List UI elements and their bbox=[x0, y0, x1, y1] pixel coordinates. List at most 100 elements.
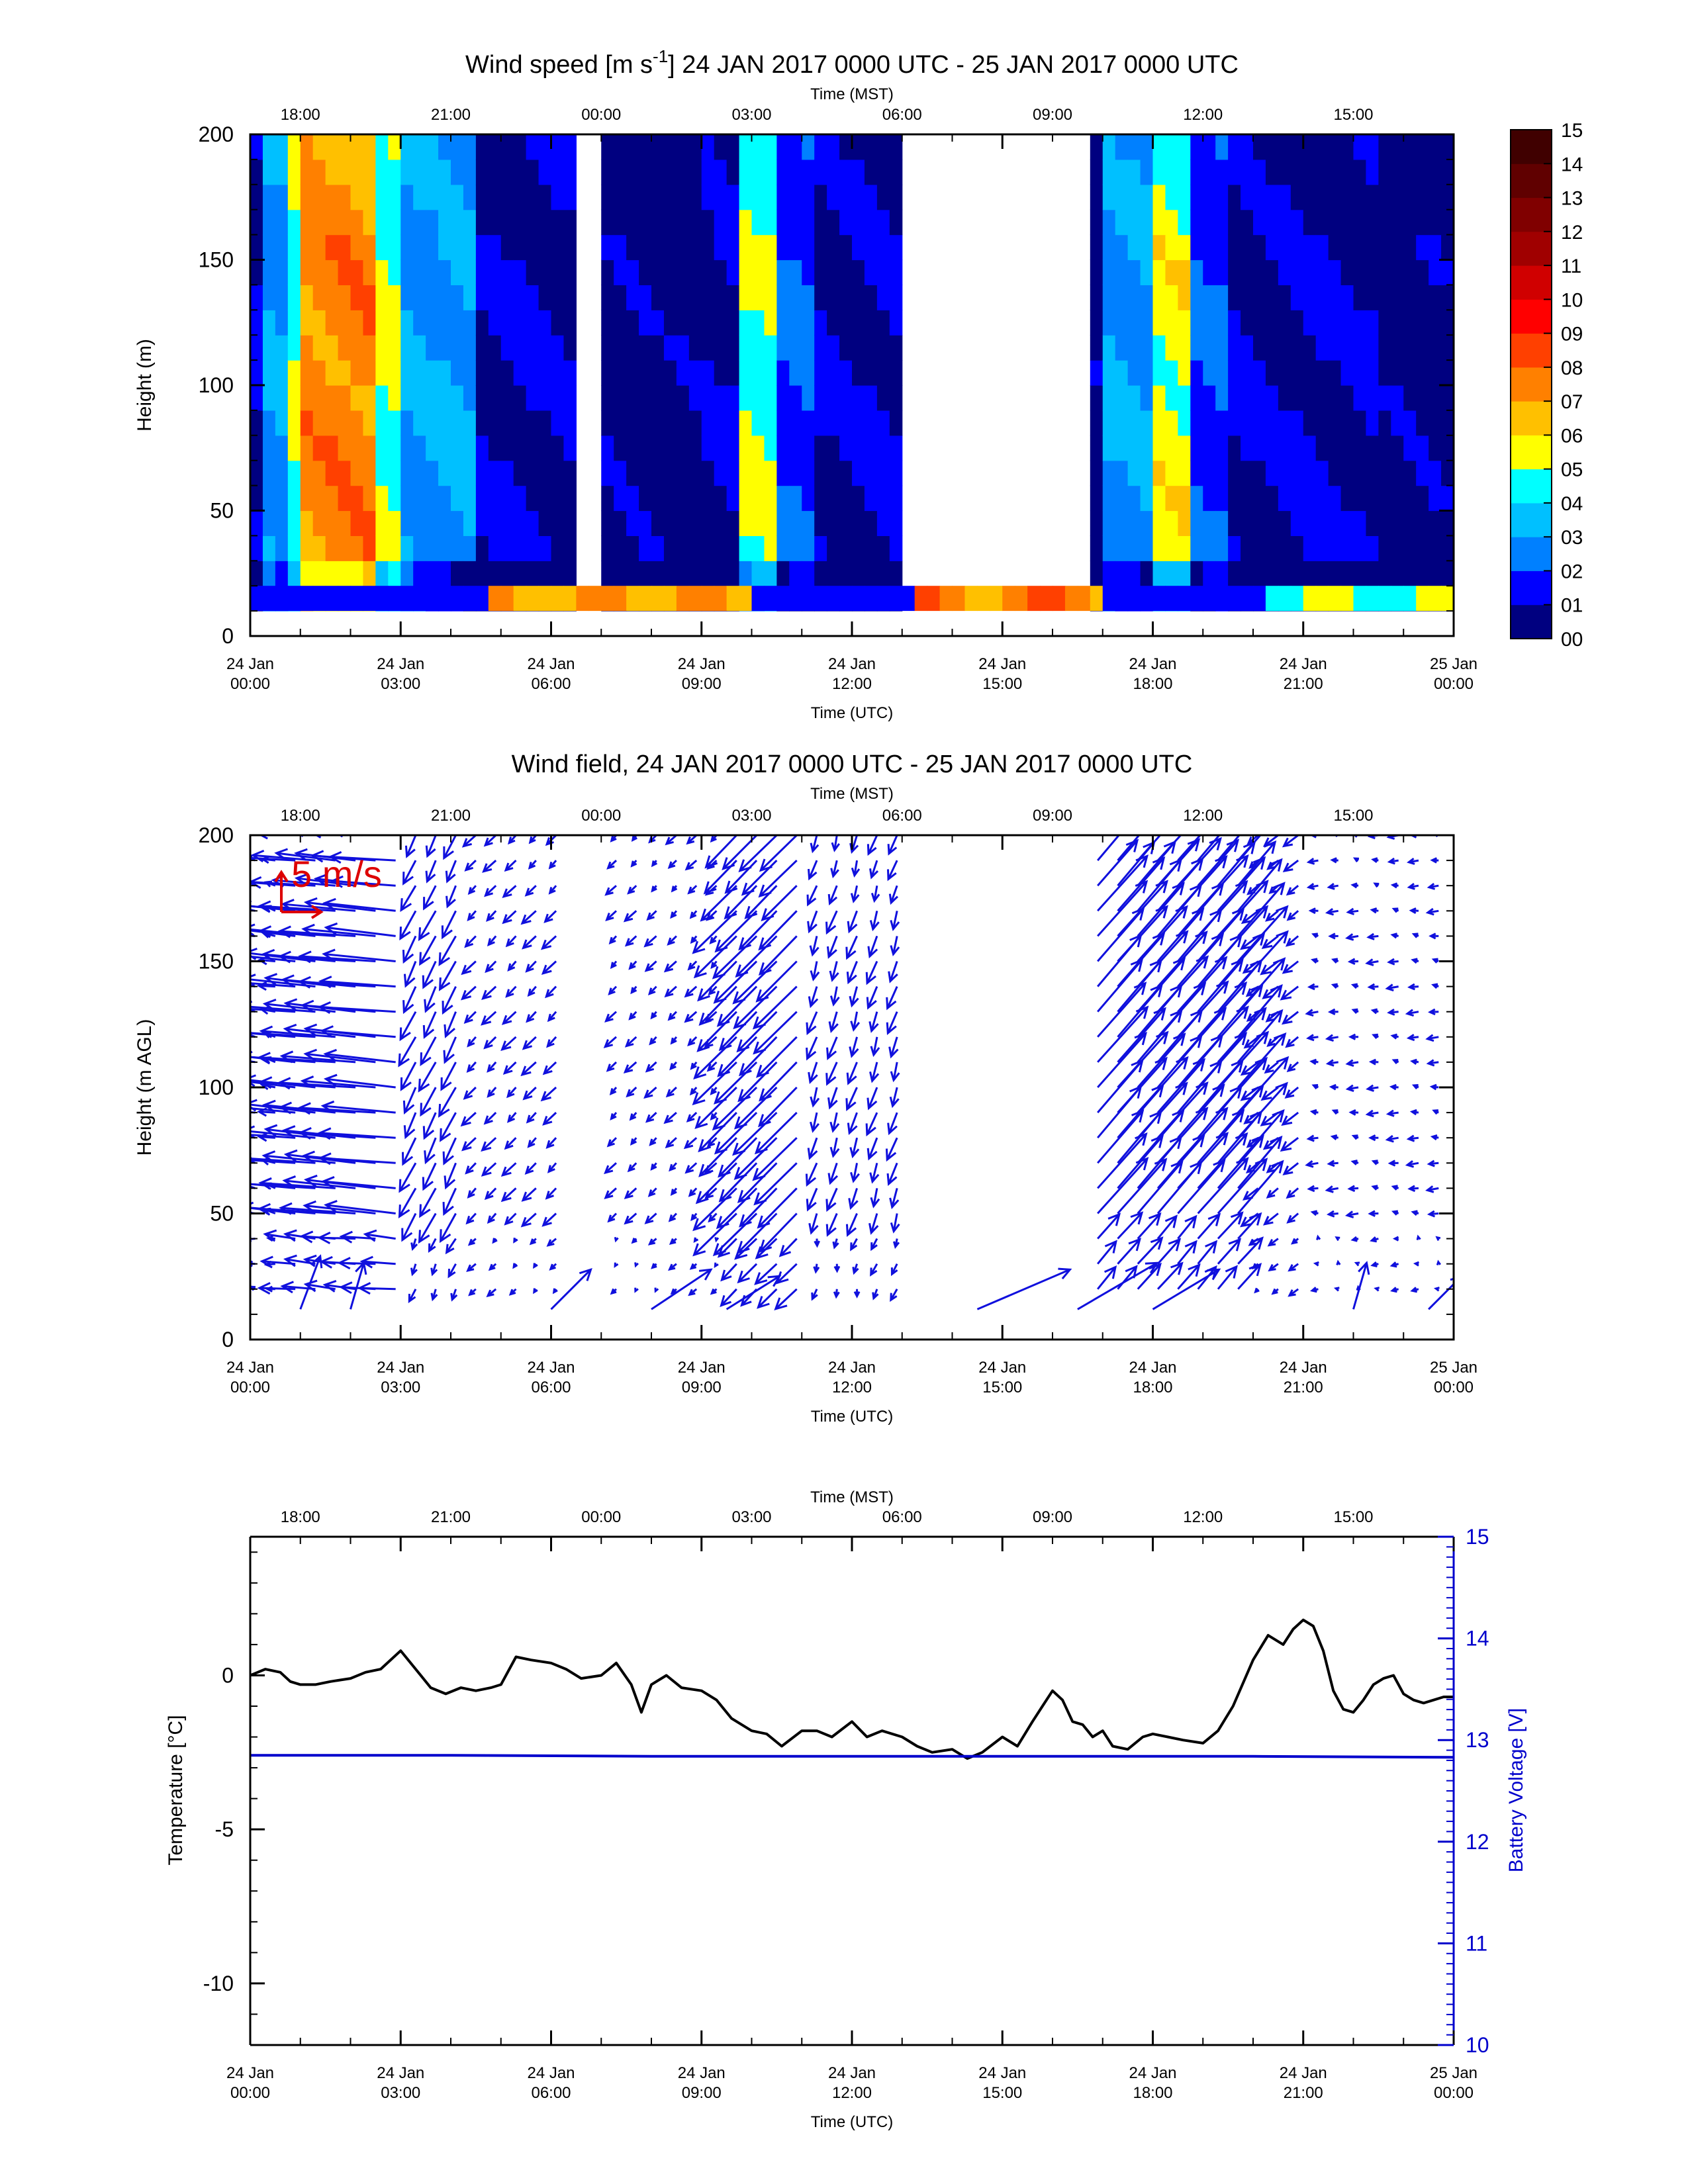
speed-cell bbox=[488, 259, 502, 285]
speed-cell bbox=[426, 259, 439, 285]
wind-vector-head bbox=[488, 1263, 496, 1271]
x-tick-time: 09:00 bbox=[682, 1379, 722, 1396]
speed-cell bbox=[388, 385, 401, 411]
speed-cell-surface bbox=[588, 586, 602, 612]
speed-cell bbox=[1115, 460, 1129, 486]
wind-vector-head bbox=[1290, 1238, 1298, 1245]
wind-vector-head bbox=[1192, 1058, 1206, 1072]
speed-cell bbox=[1353, 460, 1367, 486]
wind-vector-head bbox=[1327, 882, 1335, 890]
y-tick-label: 0 bbox=[222, 1328, 234, 1351]
speed-cell bbox=[1378, 435, 1391, 461]
wind-vector-head bbox=[752, 1016, 766, 1030]
wind-vector-head bbox=[814, 1240, 820, 1248]
speed-cell-surface bbox=[614, 586, 627, 612]
speed-cell bbox=[300, 259, 314, 285]
wind-vector-head bbox=[240, 1209, 248, 1216]
speed-cell bbox=[626, 234, 639, 261]
wind-vector bbox=[1237, 835, 1262, 862]
speed-cell bbox=[551, 184, 565, 210]
speed-cell bbox=[375, 360, 389, 386]
speed-cell bbox=[1265, 360, 1279, 386]
speed-cell bbox=[1441, 209, 1454, 236]
wind-vector-head bbox=[1327, 1160, 1335, 1167]
wind-vector-head bbox=[754, 1141, 768, 1155]
wind-vector bbox=[447, 1263, 457, 1277]
speed-cell bbox=[488, 385, 502, 411]
speed-cell bbox=[601, 410, 614, 436]
wind-vector-head bbox=[1389, 1261, 1397, 1268]
speed-cell bbox=[312, 184, 326, 210]
wind-vector-head bbox=[220, 976, 232, 987]
wind-vector-head bbox=[546, 1239, 555, 1247]
wind-vector bbox=[713, 935, 758, 979]
speed-cell-surface bbox=[262, 586, 276, 612]
speed-cell bbox=[864, 285, 878, 310]
speed-cell bbox=[739, 435, 753, 461]
speed-cell bbox=[1416, 535, 1429, 561]
speed-cell bbox=[663, 335, 677, 361]
wind-vector-head bbox=[830, 868, 839, 879]
speed-cell bbox=[1241, 335, 1254, 361]
wind-vector bbox=[1281, 985, 1299, 1000]
wind-vector-head bbox=[1130, 1211, 1144, 1225]
speed-cell bbox=[325, 435, 339, 461]
wind-vector-head bbox=[1390, 1287, 1397, 1293]
wind-vector-head bbox=[250, 1099, 258, 1112]
wind-vector-head bbox=[890, 1267, 898, 1277]
speed-cell bbox=[426, 335, 439, 361]
speed-cell bbox=[488, 410, 502, 436]
wind-vector-head bbox=[313, 874, 328, 886]
speed-cell bbox=[701, 510, 715, 536]
speed-cell bbox=[776, 435, 790, 461]
speed-cell bbox=[1403, 184, 1417, 210]
wind-vector-head bbox=[624, 938, 634, 947]
speed-cell bbox=[1127, 460, 1141, 486]
speed-cell bbox=[1228, 209, 1241, 236]
wind-vector-head bbox=[1433, 1287, 1440, 1292]
y2-tick-label: 10 bbox=[1466, 2033, 1489, 2057]
speed-cell bbox=[764, 209, 777, 236]
wind-vector bbox=[1237, 1136, 1282, 1189]
speed-cell bbox=[1441, 184, 1454, 210]
wind-vector-head bbox=[849, 842, 859, 854]
wind-vector-head bbox=[1193, 981, 1207, 996]
wind-vector-head bbox=[524, 887, 534, 897]
x-tick-time: 21:00 bbox=[1284, 2084, 1323, 2102]
colorbar-segment bbox=[1511, 367, 1552, 402]
wind-vector bbox=[871, 1062, 878, 1081]
speed-cell bbox=[864, 535, 878, 561]
wind-vector bbox=[1097, 881, 1148, 937]
wind-vector bbox=[755, 1263, 778, 1285]
wind-vector-head bbox=[445, 1244, 455, 1255]
speed-cell bbox=[262, 385, 276, 411]
wind-vector bbox=[1156, 1134, 1205, 1189]
speed-cell bbox=[1441, 159, 1454, 185]
wind-vector-head bbox=[1266, 1189, 1276, 1199]
speed-cell bbox=[1190, 385, 1203, 411]
speed-cell-surface bbox=[300, 586, 314, 612]
wind-vector-head bbox=[1327, 1008, 1336, 1015]
wind-vector-head bbox=[664, 988, 674, 998]
x-tick-date: 24 Jan bbox=[1280, 1359, 1327, 1377]
colorbar-label: 07 bbox=[1561, 391, 1583, 413]
speed-cell bbox=[1353, 360, 1367, 386]
x-tick-time: 03:00 bbox=[381, 1379, 420, 1396]
speed-cell bbox=[551, 335, 565, 361]
speed-cell bbox=[1165, 234, 1178, 261]
wind-vector-head bbox=[320, 1176, 335, 1189]
wind-vector bbox=[1137, 1213, 1161, 1240]
wind-vector-head bbox=[852, 1267, 859, 1275]
speed-cell bbox=[262, 159, 276, 185]
wind-vector-head bbox=[263, 1229, 277, 1242]
y2-tick-label: 15 bbox=[1466, 1525, 1489, 1549]
speed-cell bbox=[500, 209, 514, 236]
speed-cell bbox=[300, 410, 314, 436]
speed-cell bbox=[1315, 510, 1329, 536]
speed-cell bbox=[513, 184, 527, 210]
speed-cell bbox=[1265, 410, 1279, 436]
x-tick-time: 09:00 bbox=[682, 675, 722, 693]
speed-cell bbox=[839, 159, 853, 185]
wind-vector bbox=[259, 905, 336, 912]
speed-cell bbox=[1340, 435, 1354, 461]
